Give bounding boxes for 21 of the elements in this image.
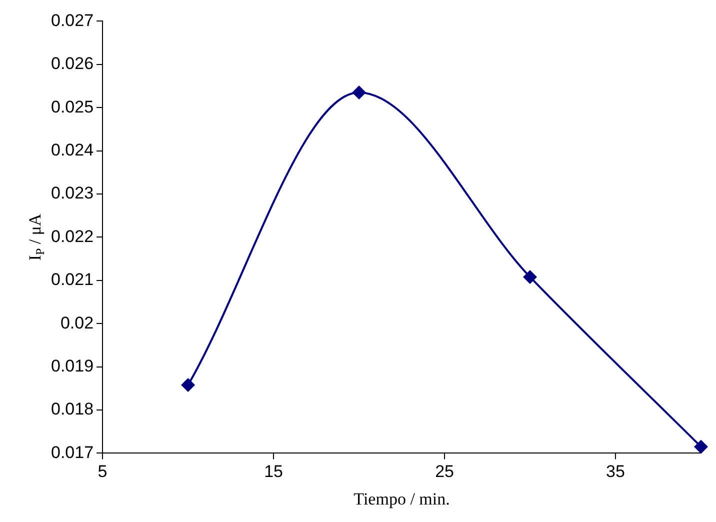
point bbox=[694, 440, 708, 454]
x-tick-label: 35 bbox=[606, 462, 625, 482]
x-axis-title: Tiempo / min. bbox=[354, 489, 450, 508]
y-tick-label: 0.021 bbox=[50, 270, 94, 290]
y-tick-label: 0.022 bbox=[50, 226, 94, 246]
x-tick-label: 5 bbox=[98, 462, 108, 482]
y-tick-label: 0.019 bbox=[50, 356, 94, 376]
y-tick-label: 0.027 bbox=[50, 10, 94, 30]
point bbox=[523, 270, 538, 284]
y-axis-title: IP / μA bbox=[25, 213, 48, 261]
y-tick-label: 0.026 bbox=[50, 54, 94, 74]
x-tick-label: 25 bbox=[435, 462, 454, 482]
y-tick-label: 0.025 bbox=[50, 97, 94, 116]
y-tick-label: 0.018 bbox=[50, 400, 94, 419]
y-tick-label: 0.017 bbox=[50, 442, 94, 462]
point bbox=[181, 378, 196, 392]
y-tick-label: 0.024 bbox=[50, 140, 94, 160]
x-tick-label: 15 bbox=[264, 462, 283, 482]
y-tick-label: 0.02 bbox=[60, 313, 94, 332]
y-tick-label: 0.023 bbox=[50, 184, 94, 203]
point bbox=[352, 85, 366, 100]
